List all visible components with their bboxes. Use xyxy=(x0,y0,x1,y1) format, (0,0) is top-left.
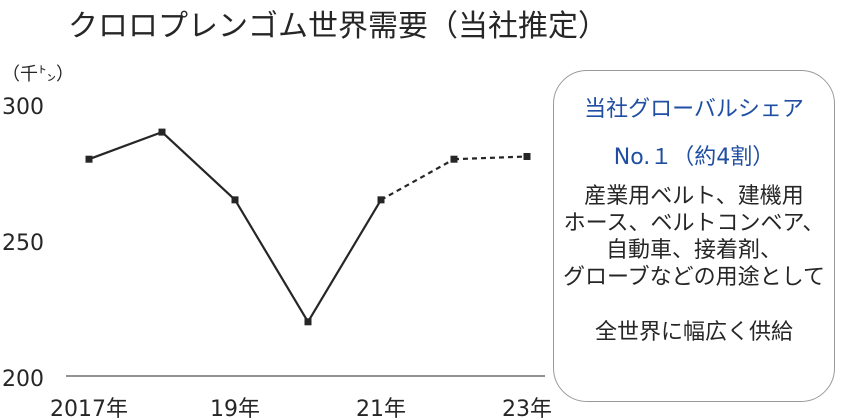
series-segment-estimate xyxy=(453,155,528,161)
data-point-marker-2019 xyxy=(231,196,239,204)
callout-usage-line-3: 自動車、接着剤、 xyxy=(605,238,782,263)
x-tick-label-2021: 21年 xyxy=(356,397,406,420)
series-segment xyxy=(234,199,309,323)
data-point-marker-2018 xyxy=(158,128,166,136)
callout-usage-line-1: 産業用ベルト、建機用 xyxy=(584,184,804,209)
data-point-marker-2017 xyxy=(85,155,93,163)
callout-supply-line: 全世界に幅広く供給 xyxy=(594,320,793,345)
data-point-marker-2021 xyxy=(377,196,385,204)
data-point-marker-2022 xyxy=(450,155,458,163)
y-tick-label-250: 250 xyxy=(2,231,44,256)
series-segment xyxy=(307,199,382,323)
callout-box: 当社グローバルシェア No.１（約4割） 産業用ベルト、建機用 ホース、ベルトコ… xyxy=(553,70,835,402)
y-axis-unit-label: （千㌧） xyxy=(2,64,74,85)
callout-usage-line-2: ホース、ベルトコンベア、 xyxy=(563,211,825,236)
callout-share-heading: 当社グローバルシェア xyxy=(584,97,804,122)
series-segment xyxy=(88,131,163,161)
series-segment-estimate xyxy=(380,158,455,201)
series-layer xyxy=(85,128,531,326)
callout-share-rank: No.１（約4割） xyxy=(613,145,775,170)
data-point-marker-2023 xyxy=(523,152,531,160)
series-segment xyxy=(161,131,236,201)
data-point-marker-2020 xyxy=(304,318,312,326)
callout-usage-line-4: グローブなどの用途として xyxy=(562,265,826,290)
x-tick-label-2023: 23年 xyxy=(502,397,552,420)
y-tick-label-200: 200 xyxy=(2,367,44,392)
x-tick-label-2017: 2017年 xyxy=(50,397,128,420)
y-tick-label-300: 300 xyxy=(2,95,44,120)
x-tick-label-2019: 19年 xyxy=(210,397,260,420)
chart-title: クロロプレンゴム世界需要（当社推定） xyxy=(68,9,608,44)
